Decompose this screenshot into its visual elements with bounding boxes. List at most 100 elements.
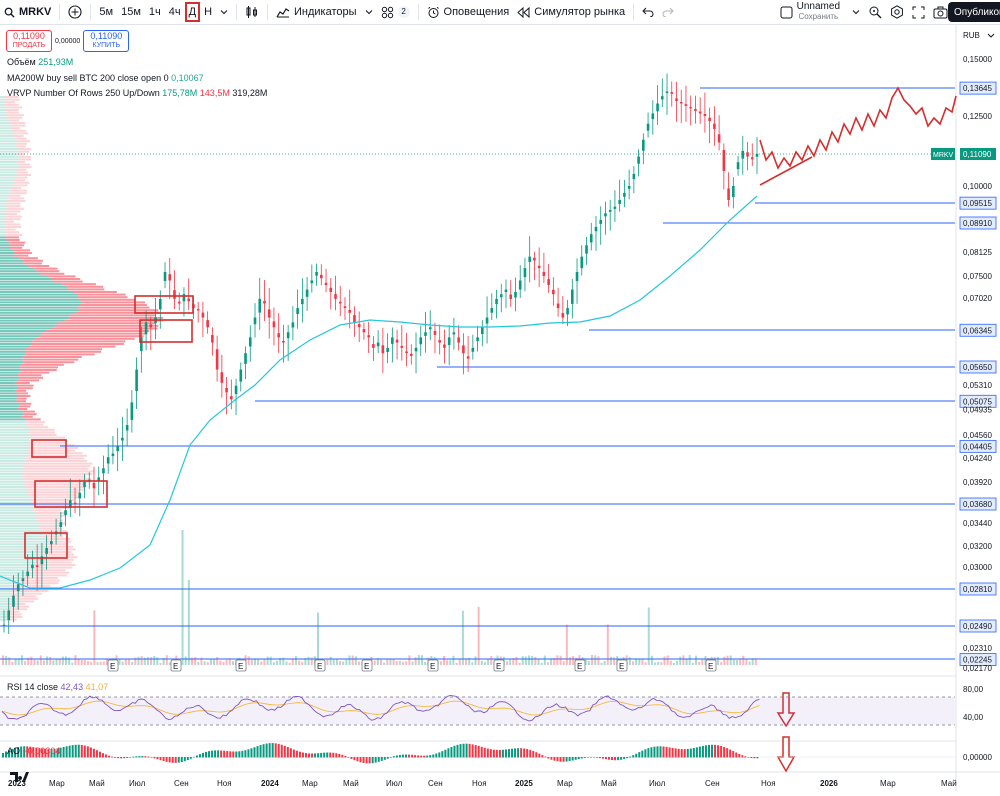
profile-up-bar — [0, 194, 8, 197]
volume-bar — [24, 661, 27, 665]
volume-bar — [559, 655, 562, 665]
profile-up-bar — [0, 270, 37, 273]
timeframe-1h[interactable]: 1ч — [145, 1, 165, 23]
ao-histogram-bar — [183, 757, 186, 762]
profile-down-bar — [9, 127, 20, 130]
alerts-button[interactable]: Оповещения — [423, 1, 514, 23]
volume-bar — [465, 658, 468, 665]
candle-body — [372, 344, 375, 348]
ao-histogram-bar — [211, 750, 214, 758]
layouts-button[interactable]: 2 — [377, 1, 414, 23]
tradingview-logo — [10, 772, 29, 782]
layout-menu-button[interactable] — [848, 1, 864, 23]
profile-down-bar — [19, 577, 59, 579]
volume-legend[interactable]: Объём 251,93M — [7, 57, 73, 67]
indicators-button[interactable]: Индикаторы — [272, 1, 361, 23]
profile-up-bar — [0, 202, 7, 205]
profile-up-bar — [0, 371, 20, 374]
volume-bar — [33, 659, 36, 665]
ao-histogram-bar — [95, 750, 98, 758]
profile-up-bar — [0, 504, 34, 507]
profile-up-bar — [0, 530, 44, 533]
ao-histogram-bar — [398, 754, 401, 758]
candle-body — [31, 564, 34, 569]
profile-up-bar — [0, 244, 10, 247]
quick-search-button[interactable] — [864, 1, 886, 23]
volume-bar — [603, 661, 606, 665]
volume-bar — [676, 660, 679, 665]
ao-histogram-bar — [168, 757, 171, 763]
volume-bar — [5, 655, 8, 665]
rsi-legend[interactable]: RSI 14 close 42,43 41,07 — [7, 682, 108, 692]
volume-bar — [118, 658, 121, 665]
undo-button[interactable] — [638, 1, 658, 23]
indicator-templates-button[interactable] — [361, 1, 377, 23]
profile-up-bar — [0, 493, 29, 496]
symbol-price-tag — [931, 148, 955, 160]
volume-bar — [42, 660, 45, 665]
ao-histogram-bar — [559, 757, 562, 762]
candle-body — [499, 294, 503, 298]
profile-up-bar — [0, 535, 41, 538]
ao-histogram-bar — [214, 750, 217, 758]
fullscreen-button[interactable] — [908, 1, 929, 23]
ao-histogram-bar — [465, 743, 468, 758]
candle-body — [623, 192, 626, 197]
profile-up-bar — [0, 192, 12, 195]
volume-bar — [348, 655, 351, 665]
timeframe-week[interactable]: Н — [200, 1, 216, 23]
timeframe-15m[interactable]: 15м — [117, 1, 145, 23]
snapshot-button[interactable] — [929, 1, 952, 23]
timeframe-5m[interactable]: 5м — [95, 1, 117, 23]
ao-histogram-bar — [308, 753, 311, 758]
redo-button[interactable] — [658, 1, 678, 23]
profile-up-bar — [0, 462, 25, 465]
chart-area[interactable]: RUB E E E E E E E E E E 0,15000 0,13645 0,12500 0,1109… — [0, 25, 1000, 791]
timeframe-day-active[interactable]: Д — [184, 2, 201, 22]
buy-button[interactable]: 0,11090 КУПИТЬ — [83, 30, 130, 52]
price-axis-tick: 0,04240 — [963, 454, 992, 463]
vrvp-legend[interactable]: VRVP Number Of Rows 250 Up/Down 175,78M … — [7, 88, 267, 98]
publish-button[interactable]: Опубликовать — [948, 2, 1000, 22]
profile-up-bar — [0, 405, 20, 408]
profile-up-bar — [0, 551, 42, 553]
ma-legend[interactable]: MA200W buy sell BTC 200 close open 0 0,1… — [7, 73, 204, 83]
ao-histogram-bar — [223, 750, 226, 758]
sell-button[interactable]: 0,11090 ПРОДАТЬ — [6, 30, 52, 52]
settings-button[interactable] — [886, 1, 908, 23]
ao-histogram-bar — [638, 752, 641, 758]
timeframe-dropdown[interactable] — [216, 1, 232, 23]
volume-bar — [52, 660, 55, 665]
volume-bar — [231, 661, 234, 665]
ao-histogram-bar — [162, 757, 165, 762]
ao-legend[interactable]: AO −0,00304 — [7, 746, 60, 756]
profile-up-bar — [0, 506, 35, 509]
profile-up-bar — [0, 595, 10, 598]
ao-histogram-bar — [65, 746, 68, 758]
timeframe-4h[interactable]: 4ч — [165, 1, 185, 23]
chart-canvas[interactable]: RUB E E E E E E E E E E 0,15000 0,13645 0,12500 0,1109… — [0, 25, 1000, 791]
profile-up-bar — [0, 353, 26, 356]
profile-down-bar — [31, 566, 73, 569]
profile-up-bar — [0, 376, 20, 379]
profile-down-bar — [30, 496, 80, 499]
level-price-tag — [959, 216, 997, 230]
volume-bar — [137, 656, 140, 665]
profile-down-bar — [18, 150, 30, 153]
volume-bar — [726, 655, 729, 665]
symbol-search-button[interactable]: MRKV — [0, 1, 55, 23]
replay-button[interactable]: Симулятор рынка — [513, 1, 629, 23]
volume-bar — [203, 661, 206, 665]
ao-histogram-bar — [295, 750, 298, 758]
ao-histogram-bar — [8, 750, 11, 758]
candle-body — [315, 272, 318, 276]
profile-up-bar — [0, 233, 7, 236]
layout-name: Unnamed — [796, 1, 840, 12]
profile-up-bar — [0, 184, 14, 187]
layout-save-button[interactable]: Unnamed Сохранить — [776, 1, 848, 23]
ao-histogram-bar — [562, 757, 565, 762]
chart-type-button[interactable] — [241, 1, 263, 23]
compare-symbol-button[interactable] — [64, 1, 86, 23]
candle-body — [21, 578, 25, 582]
rsi-axis-tick: 80,00 — [963, 685, 984, 694]
